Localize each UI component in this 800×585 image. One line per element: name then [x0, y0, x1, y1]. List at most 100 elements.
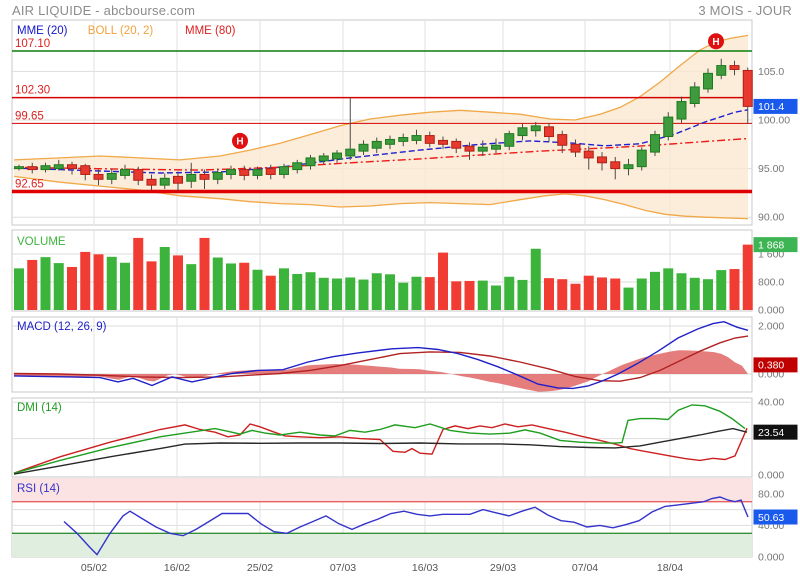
- volume-bar[interactable]: [570, 283, 581, 310]
- candle[interactable]: [385, 135, 395, 150]
- volume-bar[interactable]: [67, 266, 77, 310]
- candle[interactable]: [93, 169, 104, 186]
- candle[interactable]: [491, 138, 501, 154]
- candle[interactable]: [199, 169, 210, 190]
- volume-bar[interactable]: [106, 256, 117, 310]
- volume-bar[interactable]: [636, 278, 647, 311]
- candle[interactable]: [451, 138, 462, 154]
- candle[interactable]: [557, 130, 568, 154]
- volume-bar[interactable]: [53, 263, 64, 310]
- volume-bar[interactable]: [610, 278, 621, 311]
- candle[interactable]: [570, 139, 581, 157]
- volume-bar[interactable]: [345, 277, 356, 310]
- volume-bar[interactable]: [530, 248, 541, 310]
- volume-bar[interactable]: [544, 278, 554, 310]
- volume-bar[interactable]: [597, 277, 607, 310]
- volume-bar[interactable]: [716, 270, 727, 310]
- volume-bar[interactable]: [292, 273, 303, 310]
- volume-bar[interactable]: [27, 259, 38, 310]
- volume-bar[interactable]: [186, 264, 197, 310]
- volume-bar[interactable]: [742, 244, 753, 310]
- volume-bar[interactable]: [146, 261, 157, 310]
- volume-bar[interactable]: [173, 255, 183, 310]
- candle[interactable]: [239, 165, 250, 181]
- volume-bar[interactable]: [663, 268, 674, 310]
- volume-bar[interactable]: [411, 276, 422, 310]
- candle[interactable]: [742, 67, 753, 124]
- candle[interactable]: [676, 96, 687, 123]
- candle[interactable]: [530, 121, 541, 137]
- candle[interactable]: [40, 162, 51, 173]
- volume-bar[interactable]: [557, 279, 568, 310]
- candle[interactable]: [689, 82, 700, 108]
- volume-bar[interactable]: [226, 263, 236, 310]
- candle[interactable]: [27, 162, 38, 174]
- volume-bar[interactable]: [650, 271, 660, 310]
- volume-bar[interactable]: [199, 237, 210, 310]
- candle[interactable]: [464, 142, 475, 160]
- candle[interactable]: [80, 163, 91, 181]
- candle[interactable]: [398, 133, 409, 147]
- volume-bar[interactable]: [265, 275, 276, 310]
- candle[interactable]: [358, 140, 369, 156]
- candle[interactable]: [517, 123, 528, 141]
- volume-bar[interactable]: [491, 285, 501, 311]
- volume-bar[interactable]: [424, 277, 435, 310]
- candle[interactable]: [636, 147, 647, 171]
- candle[interactable]: [729, 60, 740, 76]
- candle[interactable]: [597, 152, 607, 171]
- volume-bar[interactable]: [80, 251, 91, 310]
- candle[interactable]: [424, 131, 435, 148]
- candle[interactable]: [279, 163, 289, 179]
- candle[interactable]: [583, 146, 594, 170]
- candle[interactable]: [252, 166, 263, 180]
- candle[interactable]: [477, 140, 488, 156]
- volume-bar[interactable]: [318, 277, 329, 310]
- candle[interactable]: [159, 173, 170, 190]
- candle[interactable]: [146, 174, 157, 190]
- candle[interactable]: [371, 137, 382, 154]
- candle[interactable]: [305, 155, 316, 170]
- candle[interactable]: [120, 164, 130, 180]
- volume-bar[interactable]: [729, 269, 740, 310]
- candle[interactable]: [212, 168, 223, 185]
- candle[interactable]: [265, 164, 276, 180]
- candle[interactable]: [14, 164, 24, 171]
- volume-bar[interactable]: [398, 282, 409, 310]
- candle[interactable]: [544, 122, 554, 142]
- high-marker-icon[interactable]: H: [232, 132, 248, 149]
- volume-bar[interactable]: [583, 275, 594, 310]
- candle[interactable]: [650, 130, 660, 156]
- candle[interactable]: [610, 156, 621, 180]
- volume-bar[interactable]: [159, 247, 170, 310]
- volume-bar[interactable]: [133, 237, 144, 310]
- volume-bar[interactable]: [517, 279, 528, 310]
- volume-bar[interactable]: [279, 268, 289, 310]
- volume-bar[interactable]: [504, 276, 515, 310]
- volume-bar[interactable]: [623, 287, 634, 310]
- volume-bar[interactable]: [689, 277, 700, 310]
- candle[interactable]: [173, 171, 183, 191]
- volume-bar[interactable]: [676, 273, 687, 310]
- candle[interactable]: [438, 136, 448, 150]
- candle[interactable]: [411, 129, 422, 145]
- volume-bar[interactable]: [14, 268, 24, 310]
- volume-bar[interactable]: [93, 254, 104, 310]
- volume-bar[interactable]: [305, 272, 316, 310]
- volume-bar[interactable]: [703, 279, 713, 310]
- candle[interactable]: [504, 130, 515, 151]
- candle[interactable]: [703, 68, 713, 93]
- volume-bar[interactable]: [371, 273, 382, 310]
- candle[interactable]: [318, 153, 329, 165]
- volume-bar[interactable]: [40, 257, 51, 310]
- volume-bar[interactable]: [120, 262, 130, 310]
- candle[interactable]: [226, 165, 236, 180]
- volume-bar[interactable]: [252, 269, 263, 310]
- candle[interactable]: [133, 166, 144, 186]
- volume-bar[interactable]: [212, 257, 223, 311]
- volume-bar[interactable]: [385, 274, 395, 310]
- candle[interactable]: [663, 112, 674, 141]
- high-marker-icon[interactable]: H: [708, 33, 724, 50]
- volume-bar[interactable]: [451, 281, 462, 310]
- candle[interactable]: [106, 168, 117, 185]
